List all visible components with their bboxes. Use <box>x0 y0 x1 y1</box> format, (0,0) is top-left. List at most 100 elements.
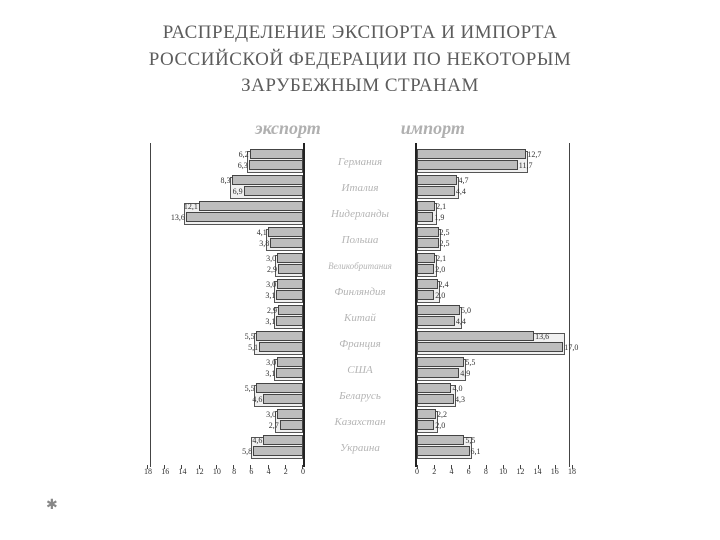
import-bar: 2,0 <box>417 264 434 274</box>
export-value: 4,6 <box>252 436 262 446</box>
export-bar: 5,5 <box>256 383 303 393</box>
import-value: 5,5 <box>465 358 475 368</box>
export-value: 6,9 <box>233 187 243 197</box>
export-value: 4,1 <box>257 228 267 238</box>
import-bar: 4,0 <box>417 383 451 393</box>
import-bar: 11,7 <box>417 160 518 170</box>
country-label: Польша <box>305 227 415 253</box>
chart-title: РАСПРЕДЕЛЕНИЕ ЭКСПОРТА И ИМПОРТА РОССИЙС… <box>40 20 680 100</box>
country-label: Нидерланды <box>305 201 415 227</box>
export-bar: 3,0 <box>277 409 303 419</box>
import-value: 4,4 <box>456 187 466 197</box>
import-bar: 6,1 <box>417 446 470 456</box>
country-label: Украина <box>305 435 415 461</box>
export-bar: 5,5 <box>256 331 303 341</box>
export-value: 3,1 <box>265 369 275 379</box>
export-bar: 6,3 <box>249 160 303 170</box>
import-bar: 2,2 <box>417 409 436 419</box>
country-label: Франция <box>305 331 415 357</box>
panel-headers: экспорт импорт <box>40 118 680 139</box>
import-value: 4,3 <box>455 395 465 405</box>
export-value: 3,8 <box>259 239 269 249</box>
import-value: 6,1 <box>471 447 481 457</box>
import-value: 4,4 <box>456 317 466 327</box>
import-value: 2,5 <box>440 228 450 238</box>
import-value: 2,0 <box>435 291 445 301</box>
import-value: 2,1 <box>436 202 446 212</box>
import-bar: 5,5 <box>417 435 464 445</box>
country-label: США <box>305 357 415 383</box>
import-bar: 2,1 <box>417 201 435 211</box>
import-value: 2,1 <box>436 254 446 264</box>
import-bar: 4,4 <box>417 186 455 196</box>
export-value: 5,1 <box>248 343 258 353</box>
bidirectional-bar-chart: 6,26,38,36,912,113,64,13,83,02,93,03,12,… <box>150 143 570 467</box>
export-value: 12,1 <box>184 202 198 212</box>
import-value: 12,7 <box>527 150 541 160</box>
export-bar: 2,9 <box>278 264 303 274</box>
slide-bullet-icon: ✱ <box>46 497 58 514</box>
export-bar: 3,1 <box>276 290 303 300</box>
export-value: 3,1 <box>265 317 275 327</box>
export-value: 5,8 <box>242 447 252 457</box>
export-bar: 4,6 <box>263 394 303 404</box>
import-bar: 12,7 <box>417 149 526 159</box>
export-bar: 3,1 <box>276 368 303 378</box>
import-axis: 024681012141618 <box>417 467 569 481</box>
country-label: Италия <box>305 175 415 201</box>
import-header: импорт <box>401 118 465 139</box>
export-panel: 6,26,38,36,912,113,64,13,83,02,93,03,12,… <box>150 143 305 467</box>
import-panel: 12,711,74,74,42,11,92,52,52,12,02,42,05,… <box>415 143 570 467</box>
import-value: 5,0 <box>461 306 471 316</box>
export-value: 3,0 <box>266 358 276 368</box>
country-label: Казахстан <box>305 409 415 435</box>
country-label: Беларусь <box>305 383 415 409</box>
export-bar: 3,8 <box>270 238 303 248</box>
export-bar: 5,8 <box>253 446 303 456</box>
import-bar: 13,6 <box>417 331 534 341</box>
import-value: 13,6 <box>535 332 549 342</box>
import-value: 2,0 <box>435 421 445 431</box>
import-bar: 2,5 <box>417 238 439 248</box>
export-bar: 4,1 <box>268 227 303 237</box>
export-bar: 3,0 <box>277 253 303 263</box>
export-value: 5,5 <box>245 384 255 394</box>
export-value: 2,9 <box>267 265 277 275</box>
country-label: Китай <box>305 305 415 331</box>
import-bar: 17,0 <box>417 342 563 352</box>
import-bar: 5,5 <box>417 357 464 367</box>
export-value: 4,6 <box>252 395 262 405</box>
export-value: 6,2 <box>239 150 249 160</box>
import-value: 2,2 <box>437 410 447 420</box>
import-bar: 1,9 <box>417 212 433 222</box>
import-bar: 4,3 <box>417 394 454 404</box>
export-value: 5,5 <box>245 332 255 342</box>
import-value: 4,9 <box>460 369 470 379</box>
export-value: 6,3 <box>238 161 248 171</box>
export-header: экспорт <box>255 118 321 139</box>
export-bar: 3,0 <box>277 357 303 367</box>
import-value: 17,0 <box>564 343 578 353</box>
export-value: 2,7 <box>269 421 279 431</box>
country-labels-column: ГерманияИталияНидерландыПольшаВеликобрит… <box>305 143 415 467</box>
export-bar: 13,6 <box>186 212 303 222</box>
export-bar: 5,1 <box>259 342 303 352</box>
export-bar: 12,1 <box>199 201 303 211</box>
export-value: 13,6 <box>171 213 185 223</box>
country-label: Великобритания <box>305 253 415 279</box>
import-bar: 4,4 <box>417 316 455 326</box>
export-value: 2,9 <box>267 306 277 316</box>
import-bar: 2,5 <box>417 227 439 237</box>
export-bar: 6,2 <box>250 149 303 159</box>
import-value: 2,0 <box>435 265 445 275</box>
import-value: 2,4 <box>439 280 449 290</box>
export-bar: 3,0 <box>277 279 303 289</box>
import-bar: 2,1 <box>417 253 435 263</box>
export-value: 3,0 <box>266 280 276 290</box>
export-bar: 4,6 <box>263 435 303 445</box>
import-bar: 2,0 <box>417 290 434 300</box>
export-bar: 8,3 <box>232 175 303 185</box>
export-value: 3,1 <box>265 291 275 301</box>
country-label: Германия <box>305 149 415 175</box>
import-bar: 2,0 <box>417 420 434 430</box>
